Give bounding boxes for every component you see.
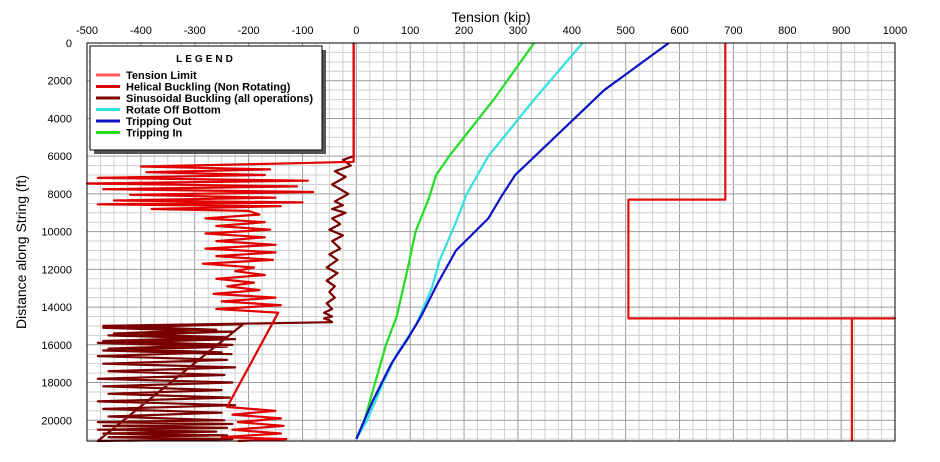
y-tick-label: 16000 [41, 340, 72, 352]
series-line-tension-limit [627, 43, 897, 441]
x-tick-label: 300 [509, 25, 527, 37]
legend-label: Rotate Off Bottom [126, 105, 221, 117]
series-line-helical-buckling-non-rotating [85, 44, 355, 443]
y-tick-label: 2000 [48, 76, 72, 88]
y-tick-labels: 0 2000 4000 6000 8000 10000 12000 14000 16000 180… [41, 38, 72, 427]
x-tick-label: 600 [670, 25, 688, 37]
x-tick-labels: -500 -400 -300 -200 -100 0 100 200 300 400 500 600 7… [76, 25, 907, 37]
legend-title: LEGEND [176, 54, 236, 65]
x-tick-label: 500 [616, 25, 634, 37]
legend-box [89, 45, 323, 151]
x-tick-label: 400 [563, 25, 581, 37]
legend-label: Tension Limit [126, 70, 197, 82]
series-line-sinusoidal-buckling-all-operations [96, 43, 355, 443]
x-tick-label: 200 [455, 25, 473, 37]
legend-label: Tripping Out [126, 116, 192, 128]
series-line-rotate-off-bottom [355, 42, 584, 440]
plot-frame [86, 42, 896, 442]
y-tick-label: 14000 [41, 302, 72, 314]
x-tick-label: 1000 [883, 25, 907, 37]
legend-label: Tripping In [126, 128, 182, 140]
y-tick-label: 6000 [48, 151, 72, 163]
y-tick-label: 10000 [41, 227, 72, 239]
y-axis-title: Distance along String (ft) [13, 175, 29, 329]
x-tick-label: -100 [291, 25, 313, 37]
y-tick-label: 18000 [41, 378, 72, 390]
x-tick-label: -400 [130, 25, 152, 37]
series-line-tripping-in [355, 42, 535, 440]
x-tick-label: 800 [778, 25, 796, 37]
legend-label: Helical Buckling (Non Rotating) [126, 82, 291, 94]
x-axis-title: Tension (kip) [451, 9, 530, 25]
x-tick-label: -300 [184, 25, 206, 37]
y-tick-label: 8000 [48, 189, 72, 201]
legend-label: Sinusoidal Buckling (all operations) [126, 93, 313, 105]
y-tick-label: 4000 [48, 113, 72, 125]
y-tick-label: 0 [66, 38, 72, 50]
x-tick-label: 100 [401, 25, 419, 37]
x-tick-label: 700 [724, 25, 742, 37]
x-tick-label: -500 [76, 25, 98, 37]
x-tick-label: 900 [832, 25, 850, 37]
x-tick-label: 0 [353, 25, 359, 37]
x-tick-label: -200 [238, 25, 260, 37]
y-tick-label: 12000 [41, 264, 72, 276]
y-tick-label: 20000 [41, 415, 72, 427]
series-group [85, 42, 897, 443]
series-line-tripping-out [355, 42, 670, 440]
